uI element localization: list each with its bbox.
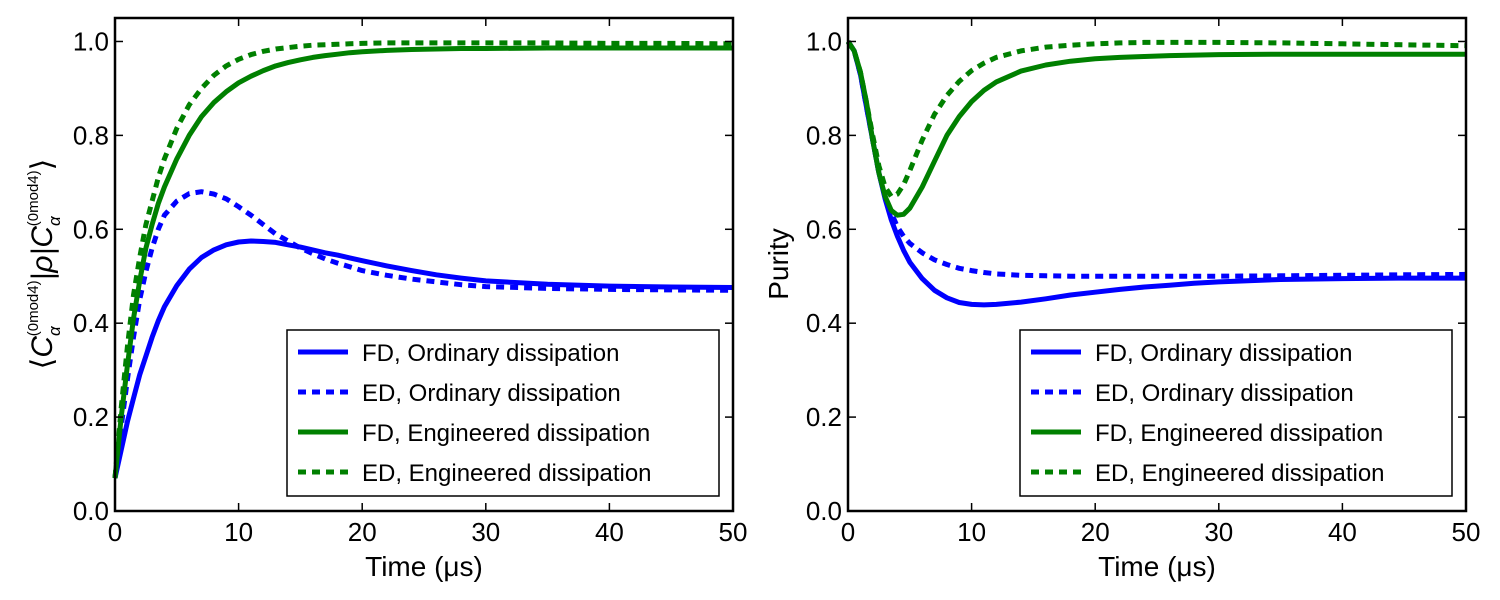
left-legend-label-1: ED, Ordinary dissipation: [362, 380, 621, 407]
right-series-0: [845, 40, 1466, 308]
left-series-3: [112, 40, 734, 479]
right-legend-label-3: ED, Engineered dissipation: [1095, 460, 1385, 487]
left-legend-frame: [286, 329, 720, 497]
left-ytick-label-1: 0.2: [73, 402, 109, 432]
right-series-2: [845, 40, 1466, 218]
ylabel-close-bracket: ⟩: [26, 159, 59, 171]
left-legend: FD, Ordinary dissipation ED, Ordinary di…: [286, 329, 720, 497]
right-xtick-label-2: 20: [1081, 517, 1110, 547]
left-ytick-label-0: 0.0: [73, 496, 109, 526]
left-ticks: 0 10 20 30 40 50 0.0 0.2 0.4 0.6 0.8 1.0: [73, 18, 748, 547]
left-ytick-label-3: 0.6: [73, 214, 109, 244]
right-ticks: 0 10 20 30 40 50 0.0 0.2 0.4 0.6 0.8 1.0: [806, 18, 1481, 547]
right-xtick-label-1: 10: [957, 517, 986, 547]
right-xtick-label-4: 40: [1328, 517, 1357, 547]
left-xlabel: Time (μs): [365, 551, 483, 582]
right-ytick-label-2: 0.4: [806, 308, 842, 338]
right-ylabel: Purity: [763, 228, 794, 300]
left-legend-label-3: ED, Engineered dissipation: [362, 460, 652, 487]
left-ytick-label-2: 0.4: [73, 308, 109, 338]
ylabel-sub-2: α: [45, 215, 64, 226]
right-xlabel: Time (μs): [1098, 551, 1216, 582]
right-legend: FD, Ordinary dissipation ED, Ordinary di…: [1019, 329, 1453, 497]
ylabel-rho: |ρ|: [26, 248, 59, 281]
left-series-1: [112, 189, 734, 479]
ylabel-sup-2: (0mod4): [25, 170, 42, 226]
right-plot-area: [845, 39, 1467, 308]
left-panel: 0 10 20 30 40 500.00.20.40.60.81.0 Time (μs) …: [25, 16, 748, 582]
left-xtick-label-3: 30: [471, 517, 500, 547]
ylabel-symbol-2: C: [26, 226, 59, 248]
right-xtick-label-5: 50: [1452, 517, 1481, 547]
left-plot-area: [112, 40, 734, 479]
left-xtick-label-5: 50: [719, 517, 748, 547]
right-plot-frame: [846, 16, 1468, 513]
right-legend-label-0: FD, Ordinary dissipation: [1095, 340, 1352, 367]
left-xtick-label-0: 0: [108, 517, 122, 547]
right-xtick-label-0: 0: [841, 517, 855, 547]
right-ytick-label-3: 0.6: [806, 214, 842, 244]
right-panel: 0 10 20 30 40 500.00.20.40.60.81.0 Time (μs) …: [763, 16, 1481, 582]
left-ylabel: ⟨Cα(0mod4)|ρ|Cα(0mod4)⟩: [25, 159, 64, 370]
left-xtick-label-1: 10: [224, 517, 253, 547]
right-legend-frame: [1019, 329, 1453, 497]
right-ytick-label-5: 1.0: [806, 26, 842, 56]
left-series-2: [112, 45, 733, 479]
right-legend-label-2: FD, Engineered dissipation: [1095, 420, 1383, 447]
left-xtick-label-2: 20: [348, 517, 377, 547]
left-plot-frame: [113, 16, 735, 513]
ylabel-symbol-1: C: [26, 336, 59, 358]
left-legend-label-2: FD, Engineered dissipation: [362, 420, 650, 447]
left-legend-label-0: FD, Ordinary dissipation: [362, 340, 619, 367]
right-legend-label-1: ED, Ordinary dissipation: [1095, 380, 1354, 407]
right-series-1: [845, 40, 1467, 279]
ylabel-sub-1: α: [45, 325, 64, 336]
left-ytick-label-4: 0.8: [73, 120, 109, 150]
right-ytick-label-1: 0.2: [806, 402, 842, 432]
right-ytick-label-0: 0.0: [806, 496, 842, 526]
right-series-3: [845, 39, 1467, 199]
right-ytick-label-4: 0.8: [806, 120, 842, 150]
ylabel-open-bracket: ⟨: [26, 358, 59, 370]
left-ylabel-math: ⟨Cα(0mod4)|ρ|Cα(0mod4)⟩: [25, 159, 64, 370]
left-xtick-label-4: 40: [595, 517, 624, 547]
left-series-0: [112, 238, 734, 479]
left-ytick-label-5: 1.0: [73, 26, 109, 56]
ylabel-sup-1: (0mod4): [25, 280, 42, 336]
right-xtick-label-3: 30: [1204, 517, 1233, 547]
